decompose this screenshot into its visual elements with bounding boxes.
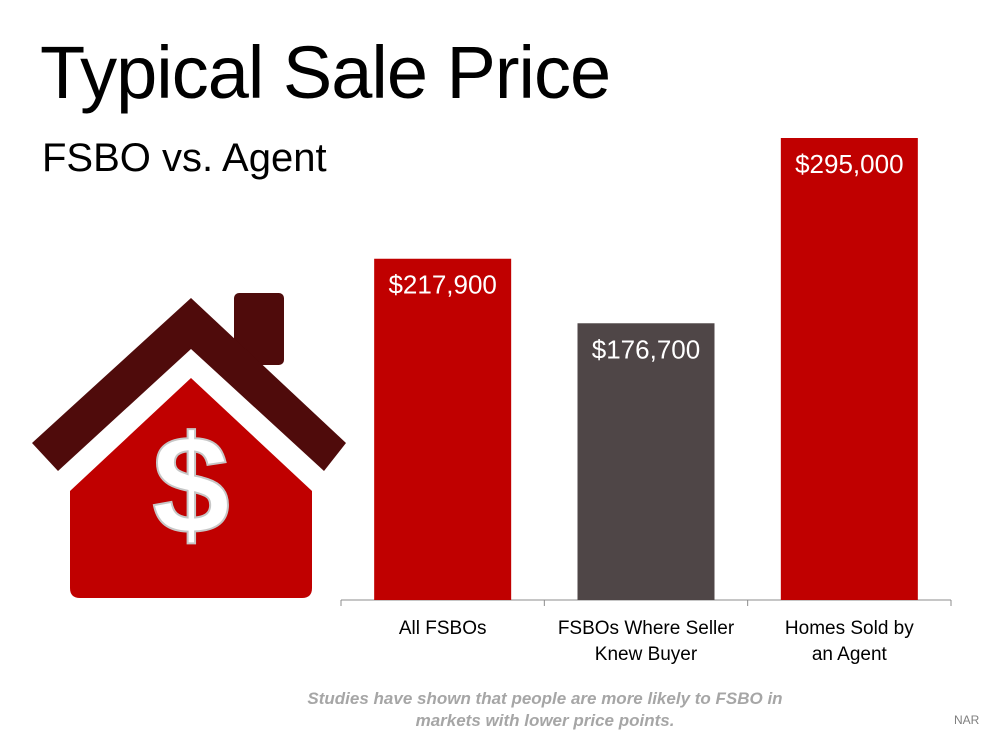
house-body-shape [70,378,312,598]
roof-shape [32,298,346,471]
source-label: NAR [954,713,980,727]
category-label: All FSBOs [399,618,487,639]
house-dollar-icon: $ [32,293,346,598]
data-label: $295,000 [795,149,903,179]
page-subtitle: FSBO vs. Agent [42,136,327,180]
data-label: $176,700 [592,334,700,364]
chimney-shape [234,293,284,365]
bar [374,258,512,600]
footnote: Studies have shown that people are more … [307,689,783,730]
category-label: FSBOs Where Seller [558,618,735,639]
dollar-symbol: $ [152,406,230,563]
bar [780,138,918,600]
category-label: Homes Sold by [785,618,914,639]
data-label: $217,900 [388,270,496,300]
page-title: Typical Sale Price [40,31,611,114]
bar [577,323,715,600]
category-label: Knew Buyer [595,644,698,665]
category-label: an Agent [812,644,888,665]
